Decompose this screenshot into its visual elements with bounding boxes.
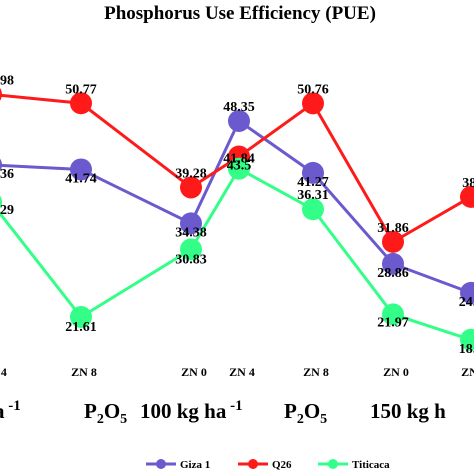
data-label-q26-6: 38. <box>462 176 474 191</box>
marker-giza-1-0 <box>0 158 2 172</box>
marker-titicaca-4 <box>302 198 324 221</box>
x-tick-label-3: ZN 4 <box>229 365 255 379</box>
data-label-q26-2: 39.28 <box>175 166 207 181</box>
x-tick-label-0: ZN 4 <box>0 365 7 379</box>
marker-giza-1-2 <box>180 212 202 235</box>
x-group-label-3: P2O5 <box>284 399 327 427</box>
legend-label-giza-1: Giza 1 <box>180 459 210 471</box>
data-label-q26-4: 50.76 <box>297 82 329 97</box>
data-label-giza-1-6: 24.9 <box>459 295 474 310</box>
marker-giza-1-1 <box>70 158 92 181</box>
marker-titicaca-1 <box>70 305 92 328</box>
data-label-q26-5: 31.86 <box>377 221 409 236</box>
data-label-titicaca-6: 18.5 <box>459 342 474 357</box>
legend: Giza 1 Q26 Titicaca <box>146 459 390 471</box>
marker-giza-1-3 <box>228 109 250 132</box>
marker-q26-5 <box>382 230 404 253</box>
x-tick-label-4: ZN 8 <box>303 365 329 379</box>
data-label-titicaca-2: 30.83 <box>175 252 207 267</box>
legend-marker-q26 <box>248 459 258 469</box>
data-label-q26-3: 43.5 <box>227 159 252 174</box>
data-label-giza-1-2: 34.38 <box>175 225 207 240</box>
x-group-label-2: 100 kg ha -1 <box>140 398 243 423</box>
data-label-giza-1-3: 48.35 <box>223 100 255 115</box>
data-label-titicaca-3: 41.84 <box>223 152 255 167</box>
marker-q26-0 <box>0 88 2 101</box>
marker-q26-2 <box>180 176 202 199</box>
marker-titicaca-0 <box>0 195 2 209</box>
x-tick-labels: ZN 4 ZN 8 ZN 0 ZN 4 ZN 8 ZN 0 ZN 4 <box>0 365 474 379</box>
data-labels: 36 41.74 34.38 48.35 41.27 28.86 24.9 98 50.77 39… <box>0 73 474 356</box>
legend-marker-giza-1 <box>156 459 166 469</box>
marker-giza-1-4 <box>302 161 324 184</box>
x-tick-label-1: ZN 8 <box>71 365 97 379</box>
marker-titicaca-3 <box>228 157 250 180</box>
marker-giza-1-6 <box>460 281 474 304</box>
x-tick-label-6: ZN 4 <box>461 365 474 379</box>
data-label-titicaca-0: 29 <box>0 203 14 218</box>
legend-label-titicaca: Titicaca <box>352 459 390 471</box>
marker-titicaca-2 <box>180 238 202 261</box>
data-label-titicaca-4: 36.31 <box>297 188 329 203</box>
series-markers <box>0 88 474 351</box>
marker-titicaca-5 <box>382 303 404 326</box>
marker-q26-4 <box>302 92 324 115</box>
marker-giza-1-5 <box>382 252 404 275</box>
marker-q26-6 <box>460 185 474 208</box>
data-label-giza-1-5: 28.86 <box>377 266 409 281</box>
data-label-titicaca-5: 21.97 <box>377 315 409 330</box>
data-label-q26-0: 98 <box>0 73 14 88</box>
data-label-giza-1-0: 36 <box>0 167 14 182</box>
marker-q26-1 <box>70 92 92 115</box>
legend-label-q26: Q26 <box>272 459 292 471</box>
x-tick-label-2: ZN 0 <box>181 365 207 379</box>
data-label-titicaca-1: 21.61 <box>65 320 97 335</box>
x-group-label-1: P2O5 <box>84 399 127 427</box>
marker-titicaca-6 <box>460 328 474 351</box>
x-group-label-4: 150 kg h <box>370 399 446 423</box>
x-tick-label-5: ZN 0 <box>383 365 409 379</box>
x-group-labels: a -1 P2O5 100 kg ha -1 P2O5 150 kg h <box>0 398 446 427</box>
data-label-giza-1-1: 41.74 <box>65 171 97 186</box>
chart-title: Phosphorus Use Efficiency (PUE) <box>104 3 376 24</box>
data-label-giza-1-4: 41.27 <box>297 175 329 190</box>
legend-marker-titicaca <box>328 459 338 469</box>
data-label-q26-1: 50.77 <box>65 82 97 97</box>
x-group-label-0: a -1 <box>0 398 21 423</box>
